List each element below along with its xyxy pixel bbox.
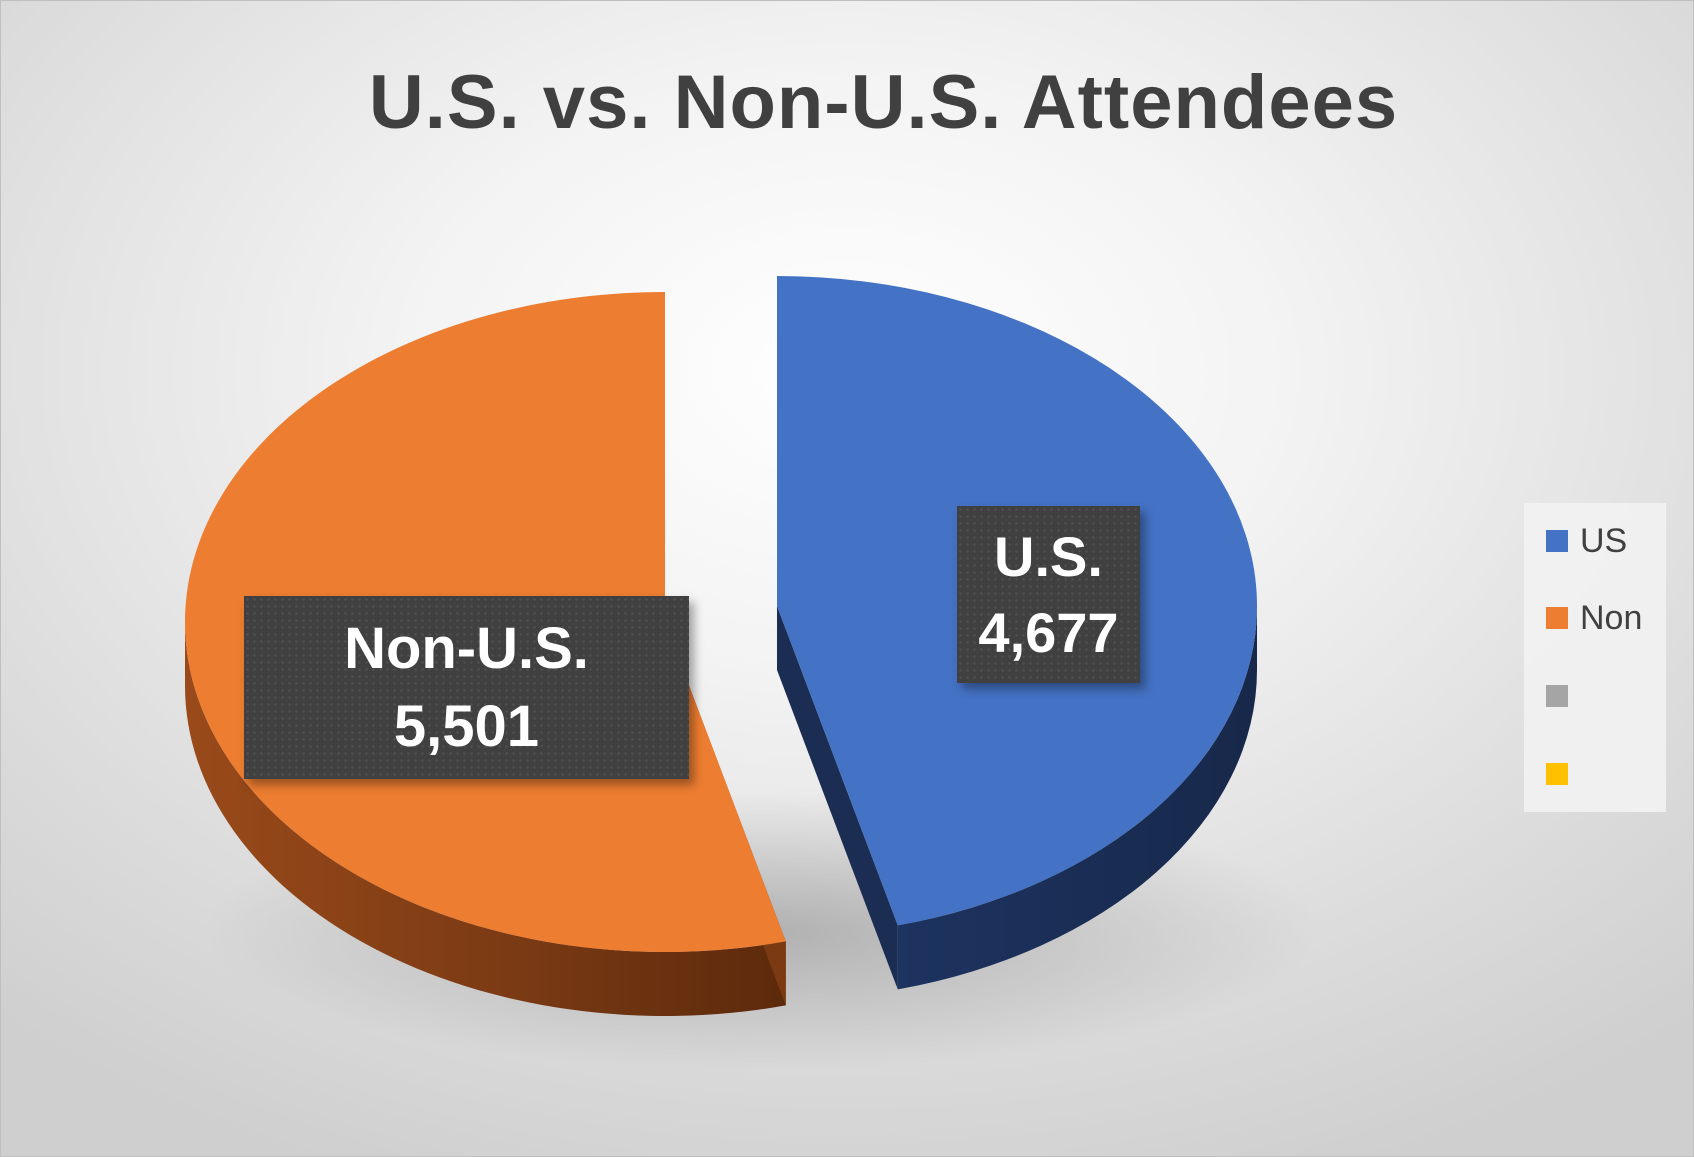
data-label-non-us-name: Non-U.S. [344, 615, 589, 681]
legend-swatch-non [1546, 607, 1568, 629]
legend-item-3 [1546, 676, 1580, 716]
data-label-us-name: U.S. [994, 524, 1103, 588]
data-label-non-us: Non-U.S. 5,501 [244, 596, 689, 779]
legend-swatch-us [1546, 530, 1568, 552]
legend-item-4 [1546, 754, 1580, 794]
data-label-non-us-value: 5,501 [393, 693, 540, 759]
data-label-us-value: 4,677 [978, 600, 1119, 664]
chart-legend: US Non [1524, 503, 1666, 812]
pie-slice-rim-non-us [185, 622, 786, 1017]
pie-slice-wall-us-1 [777, 606, 898, 990]
legend-item-us: US [1546, 521, 1627, 561]
legend-swatch-4 [1546, 763, 1568, 785]
legend-label-us: US [1580, 521, 1628, 560]
data-label-us: U.S. 4,677 [957, 506, 1140, 683]
legend-item-non: Non [1546, 598, 1642, 638]
pie-slice-rim-us [897, 606, 1257, 990]
legend-label-non: Non [1580, 598, 1643, 637]
legend-swatch-3 [1546, 685, 1568, 707]
chart-title: U.S. vs. Non-U.S. Attendees [368, 60, 1399, 145]
